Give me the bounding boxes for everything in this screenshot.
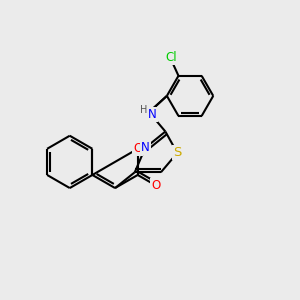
Text: N: N <box>148 108 157 121</box>
Text: O: O <box>151 179 160 192</box>
Text: N: N <box>141 141 150 154</box>
Text: O: O <box>133 142 142 155</box>
Text: Cl: Cl <box>165 51 177 64</box>
Text: H: H <box>140 105 147 115</box>
Text: S: S <box>173 146 182 159</box>
